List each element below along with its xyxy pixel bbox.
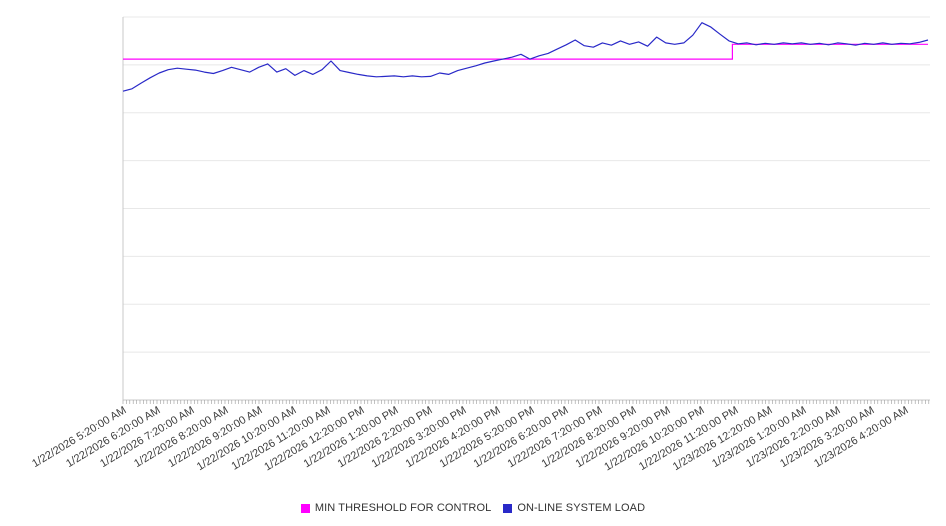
legend-label-load: ON-LINE SYSTEM LOAD (517, 502, 646, 514)
legend-item-load: ON-LINE SYSTEM LOAD (503, 502, 645, 514)
legend-swatch-threshold-icon (300, 503, 310, 513)
legend-item-threshold: MIN THRESHOLD FOR CONTROL (300, 502, 492, 514)
legend: MIN THRESHOLD FOR CONTROL ON-LINE SYSTEM… (0, 502, 946, 514)
load-line (122, 22, 929, 92)
legend-swatch-load-icon (503, 503, 513, 513)
legend-label-threshold: MIN THRESHOLD FOR CONTROL (314, 502, 492, 514)
